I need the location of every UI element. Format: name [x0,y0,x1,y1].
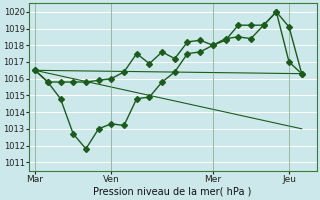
X-axis label: Pression niveau de la mer( hPa ): Pression niveau de la mer( hPa ) [93,187,252,197]
